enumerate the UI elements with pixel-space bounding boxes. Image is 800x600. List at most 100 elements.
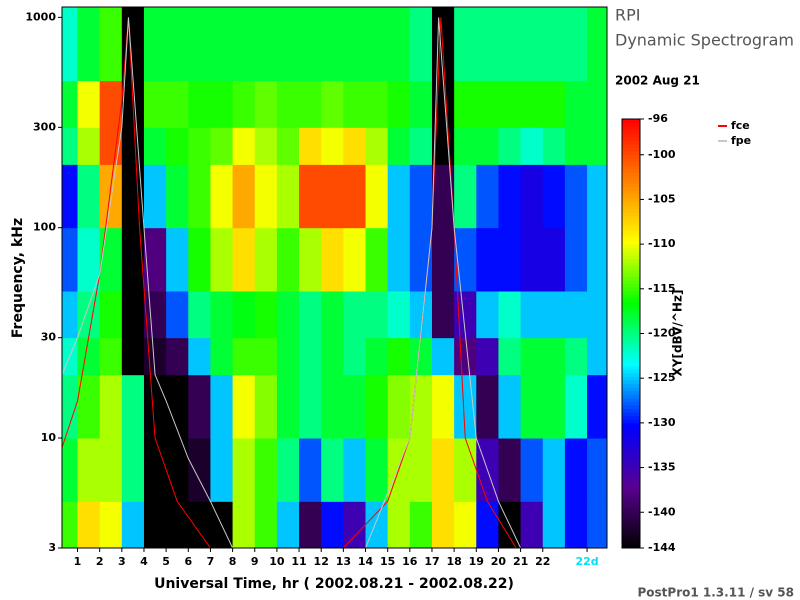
x-tick-label: 7 — [207, 555, 215, 568]
heatmap-cell — [232, 501, 256, 549]
heatmap-cell — [299, 291, 322, 339]
heatmap-cell — [431, 291, 455, 339]
x-tick-label: 12 — [314, 555, 329, 568]
heatmap-cell — [587, 127, 608, 165]
colorbar-segment — [622, 333, 640, 338]
colorbar-segment — [622, 344, 640, 349]
heatmap-cell — [564, 164, 588, 229]
colorbar-segment — [622, 247, 640, 252]
heatmap-cell — [431, 438, 455, 502]
y-axis-label: Frequency, kHz — [10, 218, 26, 338]
heatmap-cell — [321, 291, 344, 339]
heatmap-cell — [210, 374, 234, 439]
heatmap-cell — [431, 164, 455, 229]
colorbar-segment — [622, 430, 640, 435]
heatmap-cell — [587, 337, 608, 376]
heatmap-cell — [210, 164, 234, 229]
heatmap-cell — [564, 337, 588, 376]
colorbar-segment — [622, 287, 640, 292]
heatmap-cell — [143, 80, 167, 128]
colorbar-segment — [622, 337, 640, 342]
colorbar-segment — [622, 422, 640, 427]
colorbar-segment — [622, 151, 640, 156]
x-tick-label: 19 — [469, 555, 484, 568]
heatmap-cell — [188, 291, 211, 339]
y-tick-label: 10 — [41, 431, 57, 444]
heatmap-cell — [387, 501, 411, 549]
heatmap-cell — [564, 501, 588, 549]
colorbar-segment — [622, 401, 640, 406]
heatmap-cell — [520, 227, 544, 292]
heatmap-cell — [520, 164, 544, 229]
colorbar-segment — [622, 447, 640, 452]
colorbar-segment — [622, 501, 640, 506]
colorbar-segment — [622, 326, 640, 331]
heatmap-cell — [77, 7, 101, 82]
heatmap-cell — [121, 337, 145, 376]
heatmap-cell — [276, 127, 300, 165]
x-tick-label: 15 — [380, 555, 395, 568]
colorbar-segment — [622, 379, 640, 385]
heatmap-cell — [299, 438, 322, 502]
chart-title: RPI — [615, 6, 640, 25]
heatmap-cell — [498, 374, 522, 439]
x-tick-label: 9 — [251, 555, 259, 568]
colorbar-segment — [622, 183, 640, 188]
colorbar-segment — [622, 279, 640, 284]
heatmap-cell — [409, 7, 433, 82]
colorbar-segment — [622, 229, 640, 234]
heatmap-cell — [498, 7, 522, 82]
heatmap-cell — [276, 164, 300, 229]
heatmap-cell — [409, 438, 433, 502]
colorbar-segment — [622, 329, 640, 334]
heatmap-cell — [62, 291, 79, 339]
heatmap-cell — [210, 291, 234, 339]
colorbar-segment — [622, 304, 640, 309]
heatmap-cell — [99, 7, 123, 82]
colorbar-segment — [622, 233, 640, 238]
heatmap-cell — [409, 291, 433, 339]
colorbar-segment — [622, 351, 640, 356]
colorbar-segment — [622, 140, 640, 145]
heatmap-cell — [587, 438, 608, 502]
heatmap-cell — [431, 374, 455, 439]
colorbar-segment — [622, 490, 640, 495]
heatmap-cell — [498, 227, 522, 292]
heatmap-cell — [210, 438, 234, 502]
colorbar-segment — [622, 487, 640, 492]
heatmap-cell — [498, 127, 522, 165]
heatmap-cell — [387, 127, 411, 165]
heatmap-cell — [365, 374, 389, 439]
colorbar-segment — [622, 372, 640, 377]
heatmap-cell — [542, 438, 566, 502]
colorbar-segment — [622, 537, 640, 542]
colorbar-segment — [622, 408, 640, 413]
heatmap-cell — [520, 337, 544, 376]
colorbar-segment — [622, 480, 640, 485]
heatmap-cell — [564, 438, 588, 502]
heatmap-cell — [121, 374, 145, 439]
colorbar-segment — [622, 258, 640, 263]
colorbar-segment — [622, 169, 640, 174]
colorbar-segment — [622, 294, 640, 299]
colorbar-segment — [622, 462, 640, 467]
x-tick-label: 2 — [96, 555, 104, 568]
colorbar-segment — [622, 340, 640, 345]
heatmap-cell — [254, 291, 278, 339]
heatmap-cell — [254, 164, 278, 229]
heatmap-cell — [188, 438, 211, 502]
date-label: 2002 Aug 21 — [615, 74, 700, 88]
colorbar-segment — [622, 469, 640, 474]
heatmap-cell — [365, 80, 389, 128]
x-tick-label: 22d — [575, 555, 598, 568]
heatmap-cell — [564, 374, 588, 439]
heatmap-cell — [454, 7, 477, 82]
plot-frame — [61, 6, 608, 549]
heatmap-cell — [299, 127, 322, 165]
heatmap-cell — [62, 7, 79, 82]
colorbar-segment — [622, 508, 640, 513]
colorbar-segment — [622, 444, 640, 449]
heatmap-cell — [564, 227, 588, 292]
colorbar-tick-label: -115 — [648, 282, 676, 295]
